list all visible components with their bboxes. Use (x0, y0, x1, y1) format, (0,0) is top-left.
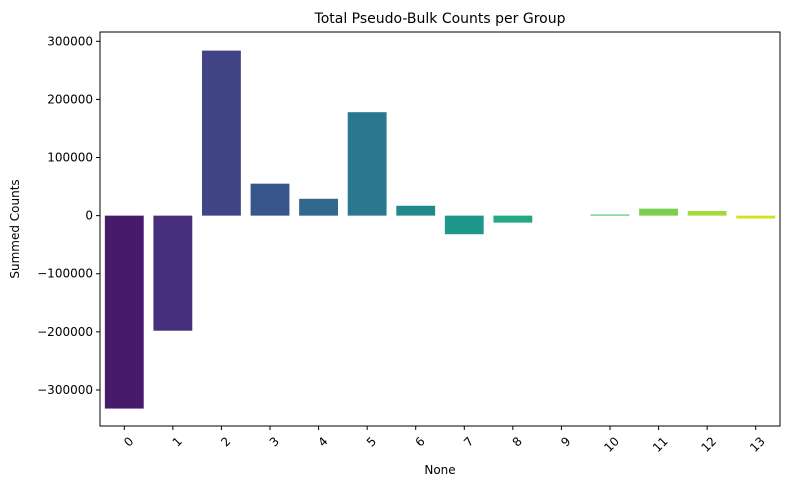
x-tick-label: 13 (747, 434, 768, 455)
bar-5 (347, 112, 387, 216)
x-axis-label: None (424, 463, 455, 477)
x-tick-label: 5 (364, 434, 379, 449)
bar-7 (444, 215, 484, 235)
y-tick-label: 0 (85, 209, 93, 223)
x-tick-label: 7 (461, 434, 476, 449)
y-tick-label: 300000 (47, 34, 93, 48)
x-tick-label: 6 (412, 434, 427, 449)
y-tick-label: −100000 (37, 267, 93, 281)
y-tick-label: 100000 (47, 151, 93, 165)
x-tick-label: 1 (170, 434, 185, 449)
x-tick-label: 4 (315, 434, 330, 449)
y-tick-label: 200000 (47, 92, 93, 106)
y-axis-label: Summed Counts (8, 179, 22, 278)
x-tick-label: 12 (698, 434, 719, 455)
bar-0 (104, 215, 144, 409)
plot-frame (99, 31, 781, 427)
bar-12 (687, 210, 727, 216)
bars-group (104, 50, 776, 409)
x-tick-label: 3 (267, 434, 282, 449)
bar-4 (299, 198, 338, 216)
bar-13 (736, 215, 776, 219)
bar-8 (493, 215, 533, 223)
y-tick-label: −300000 (37, 383, 93, 397)
x-axis: 0 1 2 3 4 5 6 7 8 9 10 11 12 13 (121, 426, 768, 455)
bar-2 (202, 50, 241, 216)
y-tick-label: −200000 (37, 325, 93, 339)
bar-11 (639, 208, 678, 216)
bar-6 (396, 205, 436, 216)
x-tick-label: 8 (510, 434, 525, 449)
x-tick-label: 0 (121, 434, 136, 449)
x-tick-label: 11 (650, 434, 671, 455)
bar-1 (153, 215, 193, 331)
x-tick-label: 10 (601, 434, 622, 455)
x-tick-label: 2 (218, 434, 233, 449)
y-axis: −300000 −200000 −100000 0 100000 200000 300000 (37, 34, 100, 397)
chart-title: Total Pseudo-Bulk Counts per Group (314, 11, 566, 27)
bar-10 (590, 214, 630, 216)
bar-3 (250, 183, 290, 216)
x-tick-label: 9 (558, 434, 573, 449)
